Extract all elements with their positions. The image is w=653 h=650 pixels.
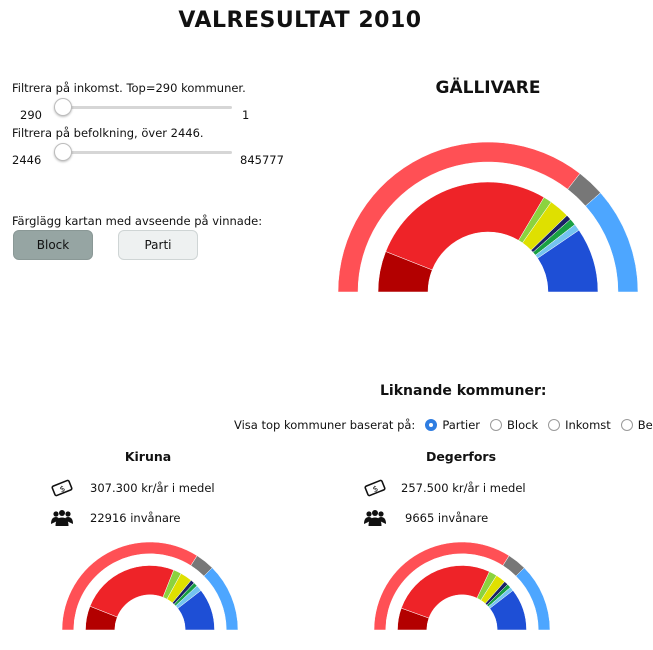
outer-ring-segment-2[interactable]	[585, 192, 639, 293]
income-filter-label: Filtrera på inkomst. Top=290 kommuner.	[12, 81, 246, 95]
radio-befolk-label[interactable]: Befolk	[637, 418, 653, 432]
similar-right-population-text: 9665 invånare	[405, 511, 489, 525]
radio-block-label[interactable]: Block	[507, 418, 539, 432]
page-title: VALRESULTAT 2010	[178, 8, 422, 33]
block-button[interactable]: Block	[13, 230, 93, 260]
radio-inkomst[interactable]	[548, 419, 561, 431]
population-slider-thumb[interactable]	[54, 143, 72, 161]
income-slider[interactable]	[54, 98, 232, 116]
similar-right-income-text: 257.500 kr/år i medel	[401, 481, 526, 495]
similar-left-chart	[61, 541, 239, 631]
main-election-chart	[337, 141, 639, 293]
similar-left-income-text: 307.300 kr/år i medel	[90, 481, 215, 495]
parti-button[interactable]: Parti	[118, 230, 198, 260]
radio-befolk[interactable]	[620, 419, 633, 431]
inner-ring-segment-1[interactable]	[89, 565, 175, 618]
similar-heading: Liknande kommuner:	[380, 383, 547, 399]
income-slider-thumb[interactable]	[54, 98, 72, 116]
radio-inkomst-label[interactable]: Inkomst	[565, 418, 611, 432]
similar-right-income: $ 257.500 kr/år i medel	[363, 479, 526, 497]
radio-block[interactable]	[490, 419, 503, 431]
similar-left-income: $ 307.300 kr/år i medel	[50, 479, 215, 497]
sort-options: Visa top kommuner baserat på: Partier Bl…	[234, 418, 653, 432]
income-slider-track[interactable]	[54, 106, 232, 109]
population-filter-label: Filtrera på befolkning, över 2446.	[12, 126, 204, 140]
people-icon	[364, 510, 386, 526]
income-min-value: 290	[20, 108, 42, 122]
similar-left-name: Kiruna	[124, 449, 172, 464]
money-icon: $	[364, 479, 386, 497]
inner-ring-segment-1[interactable]	[385, 181, 545, 271]
sort-label: Visa top kommuner baserat på:	[234, 418, 416, 432]
inner-ring-segment-1[interactable]	[400, 565, 490, 619]
similar-right-chart	[373, 541, 551, 631]
outer-ring-segment-2[interactable]	[203, 567, 239, 631]
money-icon: $	[51, 479, 73, 497]
population-slider-track[interactable]	[54, 151, 232, 154]
inner-ring-segment-7[interactable]	[537, 229, 599, 293]
svg-text:$: $	[58, 484, 66, 494]
radio-partier-label[interactable]: Partier	[442, 418, 481, 432]
population-max-value: 845777	[240, 153, 284, 167]
outer-ring-segment-2[interactable]	[515, 567, 551, 631]
similar-left-population: 22916 invånare	[50, 509, 180, 527]
income-max-value: 1	[242, 108, 250, 122]
similar-right-name: Degerfors	[425, 449, 497, 464]
similar-right-population: 9665 invånare	[363, 509, 488, 527]
municipality-title: GÄLLIVARE	[435, 78, 541, 98]
population-slider[interactable]	[54, 143, 232, 161]
population-min-value: 2446	[12, 153, 42, 167]
inner-ring-segment-7[interactable]	[489, 590, 527, 631]
svg-text:$: $	[371, 484, 379, 494]
color-mode-label: Färglägg kartan med avseende på vinnade:	[12, 214, 263, 228]
people-icon	[51, 510, 73, 526]
radio-partier[interactable]	[425, 419, 438, 431]
inner-ring-segment-7[interactable]	[177, 590, 215, 631]
similar-left-population-text: 22916 invånare	[90, 511, 181, 525]
